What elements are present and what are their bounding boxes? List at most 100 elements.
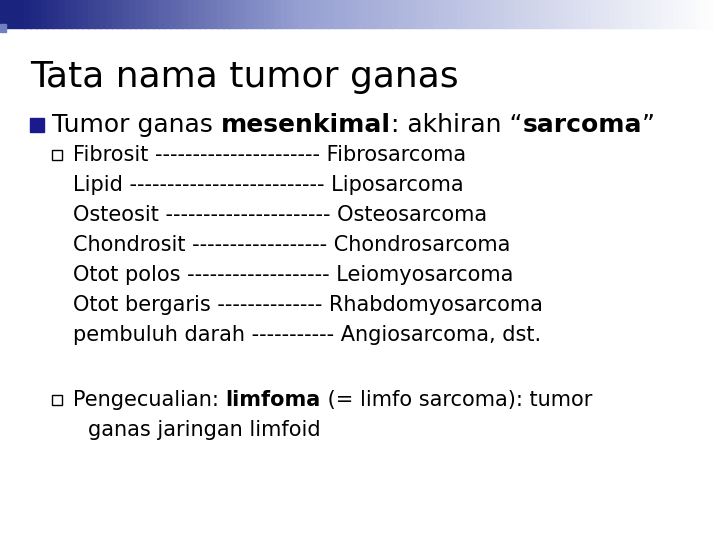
- Bar: [117, 0, 125, 28]
- Bar: [626, 0, 634, 28]
- Bar: [328, 0, 335, 28]
- Bar: [240, 0, 247, 28]
- Bar: [264, 0, 271, 28]
- Bar: [106, 0, 112, 28]
- Bar: [287, 0, 294, 28]
- Bar: [181, 0, 189, 28]
- Text: ”: ”: [642, 113, 655, 137]
- Bar: [158, 0, 166, 28]
- Text: Tumor ganas: Tumor ganas: [52, 113, 221, 137]
- Bar: [76, 0, 84, 28]
- Text: Osteosit ---------------------- Osteosarcoma: Osteosit ---------------------- Osteosar…: [73, 205, 487, 225]
- Bar: [129, 0, 136, 28]
- Bar: [690, 0, 698, 28]
- Bar: [667, 0, 674, 28]
- Bar: [42, 0, 48, 28]
- Bar: [492, 0, 499, 28]
- Text: sarcoma: sarcoma: [523, 113, 642, 137]
- Bar: [703, 0, 709, 28]
- Bar: [445, 0, 452, 28]
- Bar: [498, 0, 505, 28]
- Bar: [369, 0, 376, 28]
- Bar: [550, 0, 557, 28]
- Bar: [258, 0, 265, 28]
- Bar: [410, 0, 417, 28]
- Bar: [486, 0, 493, 28]
- Bar: [18, 0, 25, 28]
- Bar: [153, 0, 159, 28]
- Bar: [562, 0, 569, 28]
- Bar: [176, 0, 183, 28]
- Bar: [544, 0, 552, 28]
- Bar: [428, 0, 434, 28]
- Bar: [340, 0, 346, 28]
- Bar: [188, 0, 194, 28]
- Bar: [123, 0, 130, 28]
- Bar: [229, 0, 235, 28]
- Bar: [299, 0, 306, 28]
- Bar: [59, 0, 66, 28]
- Bar: [649, 0, 657, 28]
- Bar: [574, 0, 580, 28]
- Bar: [52, 395, 62, 405]
- Bar: [53, 0, 60, 28]
- Bar: [52, 150, 62, 160]
- Bar: [275, 0, 282, 28]
- Text: ganas jaringan limfoid: ganas jaringan limfoid: [88, 420, 320, 440]
- Bar: [65, 0, 72, 28]
- Bar: [194, 0, 200, 28]
- Bar: [585, 0, 593, 28]
- Text: Tata nama tumor ganas: Tata nama tumor ganas: [30, 60, 459, 94]
- Bar: [293, 0, 300, 28]
- Bar: [580, 0, 587, 28]
- Bar: [708, 0, 715, 28]
- Text: Pengecualian:: Pengecualian:: [73, 390, 225, 410]
- Bar: [316, 0, 323, 28]
- Bar: [433, 0, 440, 28]
- Bar: [211, 0, 218, 28]
- Bar: [673, 0, 680, 28]
- Text: : akhiran “: : akhiran “: [391, 113, 523, 137]
- Bar: [147, 0, 153, 28]
- Bar: [696, 0, 703, 28]
- Text: Chondrosit ------------------ Chondrosarcoma: Chondrosit ------------------ Chondrosar…: [73, 235, 510, 255]
- Bar: [199, 0, 206, 28]
- Bar: [516, 0, 522, 28]
- Bar: [71, 0, 78, 28]
- Bar: [48, 0, 54, 28]
- Bar: [323, 0, 329, 28]
- Bar: [252, 0, 259, 28]
- Bar: [0, 24, 6, 32]
- Bar: [222, 0, 230, 28]
- Bar: [533, 0, 540, 28]
- Bar: [346, 0, 353, 28]
- Bar: [334, 0, 341, 28]
- Text: limfoma: limfoma: [225, 390, 320, 410]
- Text: mesenkimal: mesenkimal: [221, 113, 391, 137]
- Bar: [714, 0, 720, 28]
- Bar: [597, 0, 604, 28]
- Bar: [685, 0, 692, 28]
- Bar: [503, 0, 510, 28]
- Bar: [100, 0, 107, 28]
- Bar: [469, 0, 475, 28]
- Bar: [246, 0, 253, 28]
- Bar: [615, 0, 621, 28]
- Bar: [205, 0, 212, 28]
- Bar: [392, 0, 400, 28]
- Bar: [568, 0, 575, 28]
- Bar: [644, 0, 651, 28]
- Bar: [217, 0, 224, 28]
- Bar: [539, 0, 546, 28]
- Bar: [521, 0, 528, 28]
- Bar: [82, 0, 89, 28]
- Bar: [170, 0, 177, 28]
- Bar: [679, 0, 686, 28]
- Bar: [656, 0, 662, 28]
- Bar: [305, 0, 312, 28]
- Bar: [404, 0, 411, 28]
- Bar: [164, 0, 171, 28]
- Bar: [556, 0, 563, 28]
- Bar: [387, 0, 393, 28]
- Bar: [422, 0, 428, 28]
